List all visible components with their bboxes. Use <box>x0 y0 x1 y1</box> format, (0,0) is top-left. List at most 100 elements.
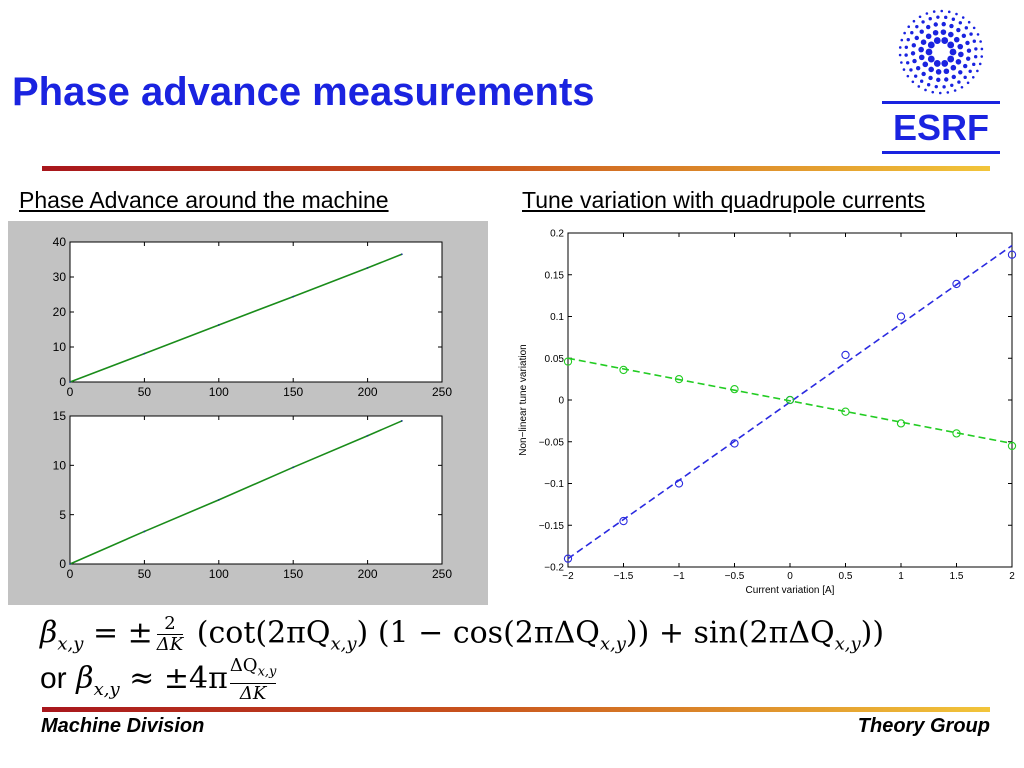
logo-dot <box>925 12 929 15</box>
footer-left: Machine Division <box>41 715 205 737</box>
left-panel-subtitle: Phase Advance around the machine <box>19 187 389 213</box>
logo-dot <box>932 29 939 36</box>
logo-dot <box>900 61 903 64</box>
logo-dot <box>910 30 914 35</box>
logo-dot <box>957 80 961 84</box>
y-tick-label: 0 <box>59 375 66 389</box>
logo-dot <box>917 85 921 88</box>
series-point <box>292 466 295 469</box>
logo-dot <box>906 61 910 65</box>
logo-dot <box>919 79 924 83</box>
logo-dot <box>976 33 980 36</box>
logo-dot <box>907 25 911 29</box>
logo-dot <box>900 38 904 42</box>
logo-dot <box>953 89 957 92</box>
x-tick-label: 1 <box>898 571 904 582</box>
logo-dot <box>904 53 908 57</box>
series-point <box>292 295 295 298</box>
logo-dot <box>966 48 972 53</box>
logo-dot <box>915 65 921 71</box>
logo-dot <box>972 26 976 30</box>
y-tick-label: 10 <box>53 340 67 354</box>
series-point <box>143 352 146 355</box>
data-point-1 <box>841 407 850 416</box>
beta-formula-exact: βx,y = ±2 ΔK (cot(2πQx,y) (1 − cos(2πΔQx,… <box>40 613 885 655</box>
logo-dot <box>918 15 922 19</box>
logo-dot <box>898 53 902 57</box>
data-point-1 <box>952 429 961 438</box>
logo-rule-top <box>882 101 1000 104</box>
logo-dot <box>927 41 935 49</box>
y-tick-label: 20 <box>53 305 67 319</box>
logo-dot <box>947 55 955 63</box>
logo-dot <box>910 51 916 56</box>
logo-dot <box>961 16 965 19</box>
logo-dot <box>953 36 960 43</box>
logo-dot <box>906 37 910 42</box>
x-tick-label: −1 <box>673 571 685 582</box>
logo-dot <box>913 74 918 78</box>
logo-dot <box>972 39 976 43</box>
header-divider <box>42 166 990 171</box>
logo-dot <box>941 60 949 67</box>
series-line <box>69 420 403 565</box>
logo-dot <box>902 68 906 71</box>
logo-dot <box>927 55 935 63</box>
y-tick-label: −0.05 <box>539 437 565 448</box>
logo-dot <box>906 74 910 78</box>
logo-dot <box>911 80 915 84</box>
series-point <box>217 324 220 326</box>
logo-dot <box>958 21 963 25</box>
logo-dot <box>950 83 954 87</box>
right-panel-subtitle: Tune variation with quadrupole currents <box>522 187 926 213</box>
y-tick-label: −0.15 <box>539 521 565 532</box>
data-point-1 <box>619 365 628 375</box>
y-tick-label: 5 <box>59 508 66 522</box>
logo-dot <box>963 75 967 80</box>
y-tick-label: 0.15 <box>545 270 565 281</box>
logo-dot <box>933 37 941 44</box>
logo-dot <box>960 85 964 89</box>
logo-dot <box>958 70 963 75</box>
logo-dot <box>968 69 972 74</box>
plot-area <box>567 232 1013 568</box>
data-point-1 <box>1007 441 1017 451</box>
logo-dot <box>949 48 957 56</box>
logo-dot <box>903 31 906 35</box>
logo-dot <box>941 37 949 44</box>
logo-dot <box>971 75 975 79</box>
data-point-1 <box>563 357 573 366</box>
x-tick-label: −1.5 <box>614 571 634 582</box>
logo-dot <box>950 64 957 71</box>
logo-dot <box>919 29 924 34</box>
footer-divider <box>42 707 990 712</box>
x-tick-label: 50 <box>138 385 152 399</box>
x-tick-label: 50 <box>138 567 152 581</box>
logo-dot <box>940 9 944 13</box>
logo-dot <box>951 74 956 80</box>
y-tick-label: 0.1 <box>550 312 564 323</box>
y-tick-label: 30 <box>53 270 67 284</box>
phase-advance-chart-top: 0 50 100 150 200 250 0 10 20 30 40 <box>53 235 453 399</box>
logo-dot <box>961 33 967 39</box>
logo-dot <box>926 24 931 30</box>
series-point <box>217 498 220 501</box>
logo-dot <box>922 61 929 68</box>
y-tick-label: −0.1 <box>544 479 564 490</box>
logo-dot <box>928 17 932 21</box>
logo-dot <box>940 29 947 35</box>
x-tick-label: 250 <box>432 567 452 581</box>
logo-dot <box>978 62 982 66</box>
data-point-1 <box>785 395 795 405</box>
logo-dot <box>941 21 946 27</box>
x-tick-label: 100 <box>209 385 229 399</box>
logo-dot <box>967 20 971 24</box>
x-tick-label: −0.5 <box>725 571 745 582</box>
fit-line-1 <box>567 357 1013 445</box>
series-point <box>400 253 403 256</box>
logo-dot <box>925 48 933 56</box>
data-point-0 <box>674 479 684 488</box>
x-tick-label: 100 <box>209 567 229 581</box>
x-tick-label: 0 <box>787 571 793 582</box>
logo-dot <box>915 24 919 29</box>
